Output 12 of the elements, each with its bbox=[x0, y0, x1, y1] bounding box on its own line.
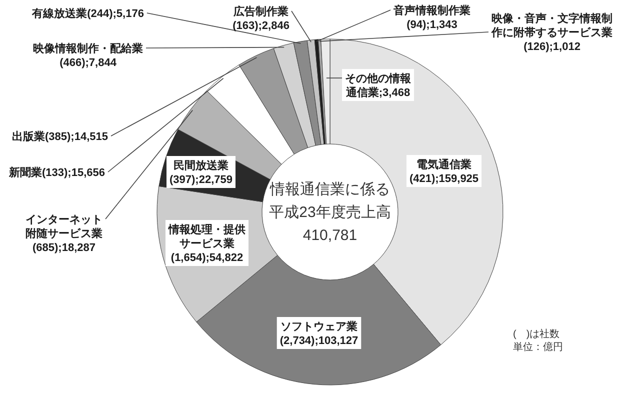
slice-label: 広告制作業(163);2,846 bbox=[232, 5, 290, 32]
slice-label: インターネット附随サービス業(685);18,287 bbox=[26, 214, 102, 254]
slice-label: 音声情報制作業(94);1,343 bbox=[392, 4, 470, 31]
text: 単位：億円 bbox=[513, 341, 563, 353]
text: ( )は社数 bbox=[513, 328, 560, 340]
slice-label: 出版業(385);14,515 bbox=[12, 130, 108, 143]
slice-label: 有線放送業(244);5,176 bbox=[31, 7, 144, 20]
text: 情報通信業に係る平成23年度売上高 bbox=[269, 181, 391, 221]
slice-label: 映像・音声・文字情報制作に附帯するサービス業(126);1,012 bbox=[490, 12, 612, 53]
slice-label: 映像情報制作・配給業(466);7,844 bbox=[33, 42, 143, 69]
slice-label: 新聞業(133);15,656 bbox=[8, 166, 105, 179]
text: 410,781 bbox=[302, 227, 358, 244]
